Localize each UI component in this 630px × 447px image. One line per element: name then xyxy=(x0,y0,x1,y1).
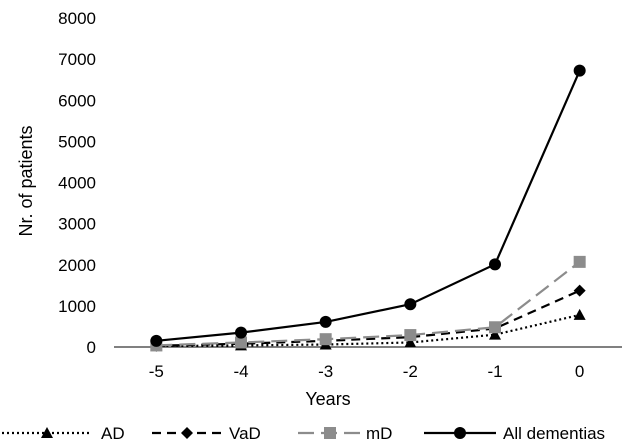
data-point-all-dementias xyxy=(319,315,332,328)
legend-marker-vad xyxy=(181,427,193,439)
legend-item-vad: VaD xyxy=(152,424,261,443)
legend-item-md: mD xyxy=(298,424,392,443)
legend-marker-ad xyxy=(41,427,53,438)
x-tick-label: -5 xyxy=(149,362,164,381)
x-tick-label: -3 xyxy=(318,362,333,381)
y-tick-label: 6000 xyxy=(58,91,96,110)
y-axis-tick-labels: 0 1000 2000 3000 4000 5000 6000 7000 8000 xyxy=(58,9,96,357)
series-layer xyxy=(150,64,586,352)
y-tick-label: 0 xyxy=(87,338,96,357)
series-all-dementias xyxy=(150,64,586,347)
y-tick-label: 7000 xyxy=(58,50,96,69)
data-point-all-dementias xyxy=(235,326,247,339)
legend: AD VaD mD All dementias xyxy=(2,424,605,443)
x-tick-label: -2 xyxy=(403,362,418,381)
data-point-all-dementias xyxy=(150,334,163,347)
y-tick-label: 5000 xyxy=(58,132,96,151)
data-point-md xyxy=(235,336,247,349)
x-axis-tick-labels: -5 -4 -3 -2 -1 0 xyxy=(149,362,585,381)
x-tick-label: -1 xyxy=(487,362,502,381)
data-point-md xyxy=(319,333,332,346)
series-vad xyxy=(150,284,586,352)
series-ad xyxy=(150,308,586,352)
data-point-md xyxy=(404,329,417,342)
x-tick-label: -4 xyxy=(233,362,248,381)
y-tick-label: 1000 xyxy=(58,297,96,316)
data-point-all-dementias xyxy=(573,64,586,77)
y-tick-label: 4000 xyxy=(58,174,96,193)
legend-item-all-dementias: All dementias xyxy=(424,424,605,443)
y-tick-label: 2000 xyxy=(58,256,96,275)
data-point-ad xyxy=(573,308,586,320)
legend-marker-all-dementias xyxy=(454,427,466,439)
series-line-md xyxy=(156,261,581,347)
series-line-vad xyxy=(156,289,581,347)
legend-label-all-dementias: All dementias xyxy=(503,424,605,443)
data-point-all-dementias xyxy=(404,298,417,311)
y-axis-title: Nr. of patients xyxy=(16,125,36,236)
y-tick-label: 3000 xyxy=(58,215,96,234)
legend-label-ad: AD xyxy=(101,424,125,443)
x-tick-label: 0 xyxy=(575,362,584,381)
legend-label-vad: VaD xyxy=(229,424,261,443)
data-point-md xyxy=(489,321,501,334)
y-tick-label: 8000 xyxy=(58,9,96,28)
series-md xyxy=(150,255,586,352)
series-line-all-dementias xyxy=(156,70,581,342)
x-axis-title: Years xyxy=(305,389,350,409)
data-point-all-dementias xyxy=(489,258,501,271)
series-line-ad xyxy=(156,313,580,348)
data-point-md xyxy=(573,255,586,268)
legend-marker-md xyxy=(324,427,336,439)
data-point-vad xyxy=(573,284,586,297)
legend-item-ad: AD xyxy=(2,424,125,443)
legend-label-md: mD xyxy=(366,424,392,443)
